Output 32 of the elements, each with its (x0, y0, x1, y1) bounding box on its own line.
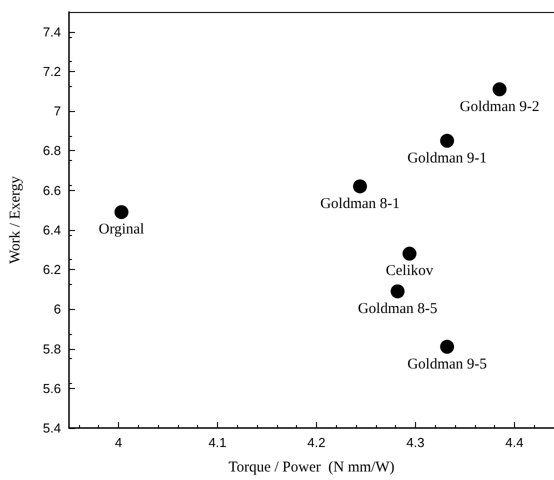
point (440, 134, 454, 148)
point (402, 246, 416, 261)
point (440, 340, 454, 354)
y-axis-title: Work / Exergy (8, 176, 24, 264)
y-tick-label: 7.4 (42, 24, 61, 40)
y-tick-label: 5.4 (42, 420, 61, 436)
y-tick-label: 6.8 (42, 143, 61, 158)
annotation: Celikov (386, 263, 434, 280)
point (390, 284, 405, 298)
annotation: Goldman 9-1 (407, 150, 487, 166)
point (492, 82, 507, 96)
y-tick-label: 6 (54, 302, 61, 317)
x-tick-label: 4.1 (208, 435, 227, 450)
y-tick-label: 6.2 (42, 262, 61, 278)
x-tick-label: 4.4 (505, 435, 524, 450)
x-tick-label: 4.2 (307, 435, 326, 450)
annotation: Goldman 9-2 (460, 98, 540, 115)
y-tick-label: 5.6 (42, 380, 61, 396)
y-tick-label: 6.6 (42, 182, 61, 198)
x-tick-label: 4.3 (406, 435, 424, 450)
y-tick-label: 6.4 (42, 222, 61, 238)
annotation: Goldman 8-1 (320, 196, 400, 212)
annotation: Goldman 9-5 (407, 356, 487, 372)
point (353, 179, 367, 194)
x-axis-title: Torque / Power (N mm/W) (228, 460, 394, 476)
y-tick-label: 7 (54, 104, 61, 119)
annotation: Goldman 8-5 (358, 300, 438, 317)
y-tick-label: 5.8 (42, 341, 61, 356)
point (114, 205, 128, 220)
y-tick-label: 7.2 (42, 64, 61, 79)
x-tick-label: 4 (114, 435, 122, 450)
annotation: Orginal (98, 222, 144, 238)
